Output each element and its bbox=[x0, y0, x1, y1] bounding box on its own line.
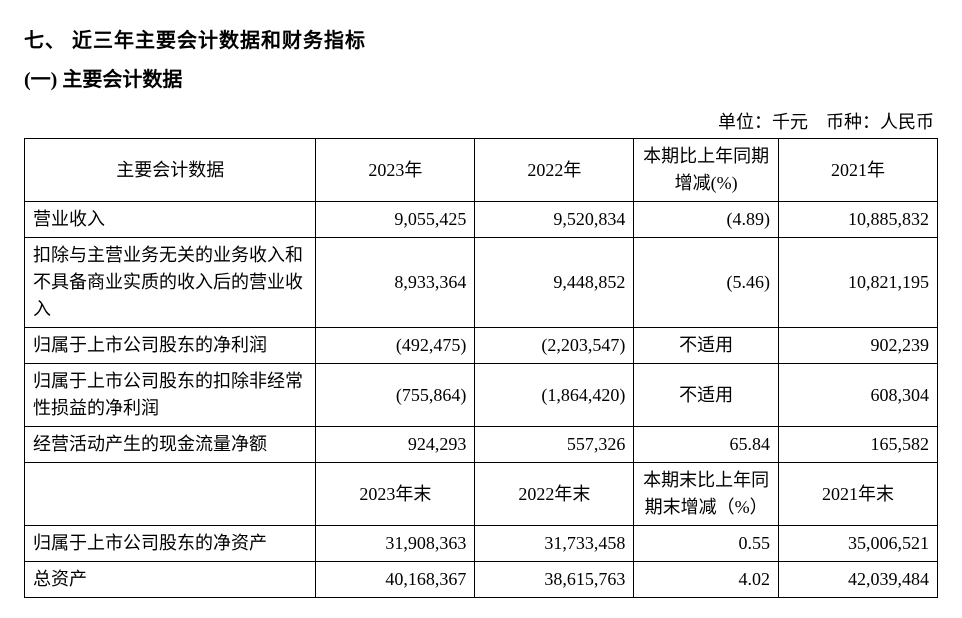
col-midheader-y2023: 2023年末 bbox=[316, 463, 475, 526]
col-midheader-change: 本期末比上年同期末增减（%） bbox=[634, 463, 779, 526]
cell-change: (5.46) bbox=[634, 238, 779, 328]
col-header-2021: 2021年 bbox=[779, 139, 938, 202]
section-heading: 七、 近三年主要会计数据和财务指标 bbox=[24, 24, 938, 53]
col-midheader-y2021: 2021年末 bbox=[779, 463, 938, 526]
currency-label: 币种：人民币 bbox=[826, 112, 934, 132]
cell-2023: (755,864) bbox=[316, 364, 475, 427]
cell-2022: (1,864,420) bbox=[475, 364, 634, 427]
cell-2021: 35,006,521 bbox=[779, 526, 938, 562]
cell-change: 65.84 bbox=[634, 427, 779, 463]
cell-change: (4.89) bbox=[634, 202, 779, 238]
cell-2022: (2,203,547) bbox=[475, 328, 634, 364]
table-row: 扣除与主营业务无关的业务收入和不具备商业实质的收入后的营业收入8,933,364… bbox=[25, 238, 938, 328]
col-header-label: 主要会计数据 bbox=[25, 139, 316, 202]
col-midheader-label bbox=[25, 463, 316, 526]
subsection-heading: (一) 主要会计数据 bbox=[24, 63, 938, 92]
cell-2023: 8,933,364 bbox=[316, 238, 475, 328]
cell-2021: 42,039,484 bbox=[779, 562, 938, 598]
table-row: 归属于上市公司股东的扣除非经常性损益的净利润(755,864)(1,864,42… bbox=[25, 364, 938, 427]
cell-change: 不适用 bbox=[634, 328, 779, 364]
cell-2023: 9,055,425 bbox=[316, 202, 475, 238]
table-row: 归属于上市公司股东的净利润(492,475)(2,203,547)不适用902,… bbox=[25, 328, 938, 364]
cell-2021: 902,239 bbox=[779, 328, 938, 364]
cell-2021: 165,582 bbox=[779, 427, 938, 463]
table-header-row: 主要会计数据 2023年 2022年 本期比上年同期增减(%) 2021年 bbox=[25, 139, 938, 202]
table-midheader-row: 2023年末2022年末本期末比上年同期末增减（%）2021年末 bbox=[25, 463, 938, 526]
cell-change: 4.02 bbox=[634, 562, 779, 598]
row-label: 营业收入 bbox=[25, 202, 316, 238]
cell-2022: 9,448,852 bbox=[475, 238, 634, 328]
cell-2022: 31,733,458 bbox=[475, 526, 634, 562]
financial-table: 主要会计数据 2023年 2022年 本期比上年同期增减(%) 2021年 营业… bbox=[24, 138, 938, 598]
cell-2021: 10,821,195 bbox=[779, 238, 938, 328]
row-label: 归属于上市公司股东的扣除非经常性损益的净利润 bbox=[25, 364, 316, 427]
table-row: 总资产40,168,36738,615,7634.0242,039,484 bbox=[25, 562, 938, 598]
unit-label: 单位：千元 bbox=[718, 112, 808, 132]
cell-2022: 9,520,834 bbox=[475, 202, 634, 238]
cell-2021: 608,304 bbox=[779, 364, 938, 427]
cell-2021: 10,885,832 bbox=[779, 202, 938, 238]
cell-2023: (492,475) bbox=[316, 328, 475, 364]
cell-2023: 31,908,363 bbox=[316, 526, 475, 562]
row-label: 总资产 bbox=[25, 562, 316, 598]
cell-change: 0.55 bbox=[634, 526, 779, 562]
col-header-2022: 2022年 bbox=[475, 139, 634, 202]
row-label: 归属于上市公司股东的净资产 bbox=[25, 526, 316, 562]
table-row: 营业收入9,055,4259,520,834(4.89)10,885,832 bbox=[25, 202, 938, 238]
row-label: 经营活动产生的现金流量净额 bbox=[25, 427, 316, 463]
col-header-2023: 2023年 bbox=[316, 139, 475, 202]
cell-change: 不适用 bbox=[634, 364, 779, 427]
cell-2023: 924,293 bbox=[316, 427, 475, 463]
row-label: 归属于上市公司股东的净利润 bbox=[25, 328, 316, 364]
col-header-change: 本期比上年同期增减(%) bbox=[634, 139, 779, 202]
cell-2023: 40,168,367 bbox=[316, 562, 475, 598]
col-midheader-y2022: 2022年末 bbox=[475, 463, 634, 526]
table-row: 归属于上市公司股东的净资产31,908,36331,733,4580.5535,… bbox=[25, 526, 938, 562]
cell-2022: 557,326 bbox=[475, 427, 634, 463]
table-row: 经营活动产生的现金流量净额924,293557,32665.84165,582 bbox=[25, 427, 938, 463]
row-label: 扣除与主营业务无关的业务收入和不具备商业实质的收入后的营业收入 bbox=[25, 238, 316, 328]
cell-2022: 38,615,763 bbox=[475, 562, 634, 598]
unit-currency-line: 单位：千元币种：人民币 bbox=[24, 108, 938, 134]
